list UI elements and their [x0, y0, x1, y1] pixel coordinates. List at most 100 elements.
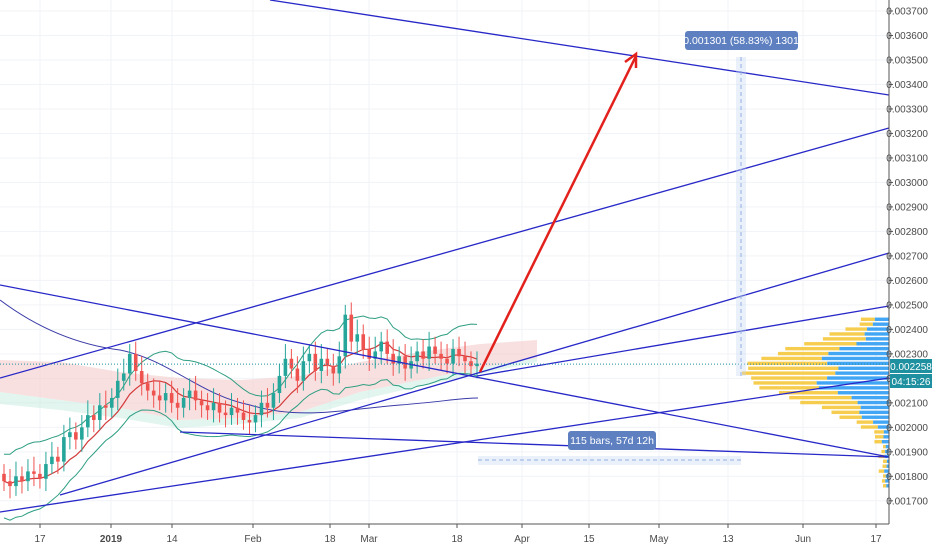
projection-arrow	[478, 51, 638, 373]
volume-bar-buy	[838, 366, 889, 370]
candle-body	[26, 471, 30, 482]
horizontal-support-line	[179, 431, 890, 458]
date-range-label: 115 bars, 57d 12h	[570, 435, 654, 447]
cloud-bearish	[0, 340, 537, 420]
price-tick-label: 0.001800	[886, 472, 928, 483]
candle-body	[223, 412, 228, 416]
time-axis[interactable]: 17 2019 14 Feb 18 Mar 18 Apr 15 May 13 Jun 17	[0, 523, 932, 550]
candle-body	[361, 334, 366, 349]
volume-bar-sell	[881, 449, 886, 454]
volume-bar-buy	[851, 395, 889, 400]
time-tick-label: Feb	[244, 534, 262, 545]
candle-body	[199, 400, 204, 406]
volume-profile	[742, 317, 889, 488]
candle-body	[193, 390, 198, 401]
volume-bar-buy	[886, 484, 889, 488]
volume-bar-buy	[857, 400, 889, 405]
volume-bar-sell	[883, 459, 887, 464]
price-tick-label: 0.003200	[886, 129, 928, 140]
volume-bar-sell	[785, 346, 840, 351]
ichimoku-cloud	[0, 340, 537, 428]
volume-bar-sell	[859, 322, 873, 326]
candle-body	[2, 473, 6, 482]
candle-body	[151, 390, 156, 396]
candle-body	[265, 402, 270, 408]
volume-bar-sell	[860, 317, 875, 321]
candle-body	[211, 402, 216, 411]
candle-body	[445, 358, 449, 364]
price-tick-label: 0.003400	[886, 80, 928, 91]
candle-body	[391, 353, 395, 364]
volume-bar-sell	[875, 435, 884, 439]
price-range-fill	[736, 57, 746, 376]
candle-body	[295, 368, 300, 381]
candle-body	[367, 348, 372, 359]
price-tick-label: 0.002300	[886, 349, 928, 360]
candle-body	[271, 393, 276, 408]
volume-bar-buy	[835, 371, 889, 375]
volume-bar-sell	[882, 464, 887, 468]
candle-body	[145, 383, 150, 391]
candle-body	[62, 437, 66, 462]
candle-body	[475, 363, 479, 367]
candle-body	[355, 334, 360, 342]
time-tick-label: Jun	[795, 534, 811, 545]
candle-body	[403, 356, 407, 369]
price-tick-label: 0.001700	[886, 496, 928, 507]
candle-body	[86, 415, 90, 428]
volume-bar-sell	[751, 376, 828, 380]
candle-body	[247, 419, 252, 423]
time-tick-label: 2019	[100, 534, 123, 545]
volume-bar-buy	[883, 435, 889, 439]
candle-body	[80, 427, 84, 440]
volume-bar-buy	[821, 356, 889, 361]
candle-body	[331, 366, 336, 374]
volume-bar-buy	[864, 332, 889, 336]
countdown-label: 04:15:26	[892, 377, 931, 388]
candle-body	[121, 373, 126, 381]
volume-bar-buy	[860, 405, 889, 410]
volume-bar-buy	[883, 430, 889, 434]
volume-bar-sell	[789, 395, 852, 400]
price-range-annotation[interactable]: 0.001301 (58.83%) 1301	[683, 31, 799, 50]
candle-body	[283, 358, 288, 376]
volume-bar-sell	[845, 327, 868, 331]
candle-body	[319, 358, 324, 372]
candle-body	[397, 356, 401, 364]
price-tick-label: 0.002100	[886, 398, 928, 409]
volume-bar-sell	[778, 391, 838, 395]
price-axis[interactable]: 0.003700 0.003600 0.003500 0.003400 0.003300…	[886, 0, 932, 550]
volume-bar-sell	[761, 356, 822, 361]
price-range-badge	[685, 31, 798, 50]
volume-bar-sell	[748, 366, 839, 370]
candle-body	[103, 405, 108, 408]
candle-body	[50, 456, 54, 465]
time-tick-label: 18	[451, 534, 463, 545]
descending-resistance-line	[269, 0, 890, 96]
volume-bar-buy	[865, 337, 889, 341]
volume-bar-sell	[800, 400, 858, 405]
candle-body	[217, 402, 222, 413]
price-tick-label: 0.003100	[886, 153, 928, 164]
date-range-annotation[interactable]: 115 bars, 57d 12h	[568, 431, 656, 450]
date-range-fill	[478, 456, 741, 465]
candle-body	[97, 405, 102, 420]
volume-bar-sell	[883, 484, 887, 488]
time-tick-label: 17	[870, 534, 882, 545]
volume-bar-buy	[828, 351, 889, 356]
candle-body	[74, 432, 78, 440]
bollinger-upper	[4, 315, 478, 455]
volume-bar-buy	[861, 415, 889, 419]
volume-bar-sell	[777, 351, 829, 356]
projection-arrow-line	[478, 55, 638, 373]
price-tick-label: 0.003600	[886, 31, 928, 42]
candle-body	[439, 353, 443, 359]
last-price-marker: 0.002258 04:15:26	[890, 359, 932, 388]
volume-bar-sell	[839, 415, 862, 419]
candle-body	[32, 471, 36, 474]
candle-body	[109, 397, 114, 408]
candle-body	[421, 351, 425, 359]
price-tick-label: 0.002500	[886, 300, 928, 311]
candle-body	[379, 341, 384, 352]
